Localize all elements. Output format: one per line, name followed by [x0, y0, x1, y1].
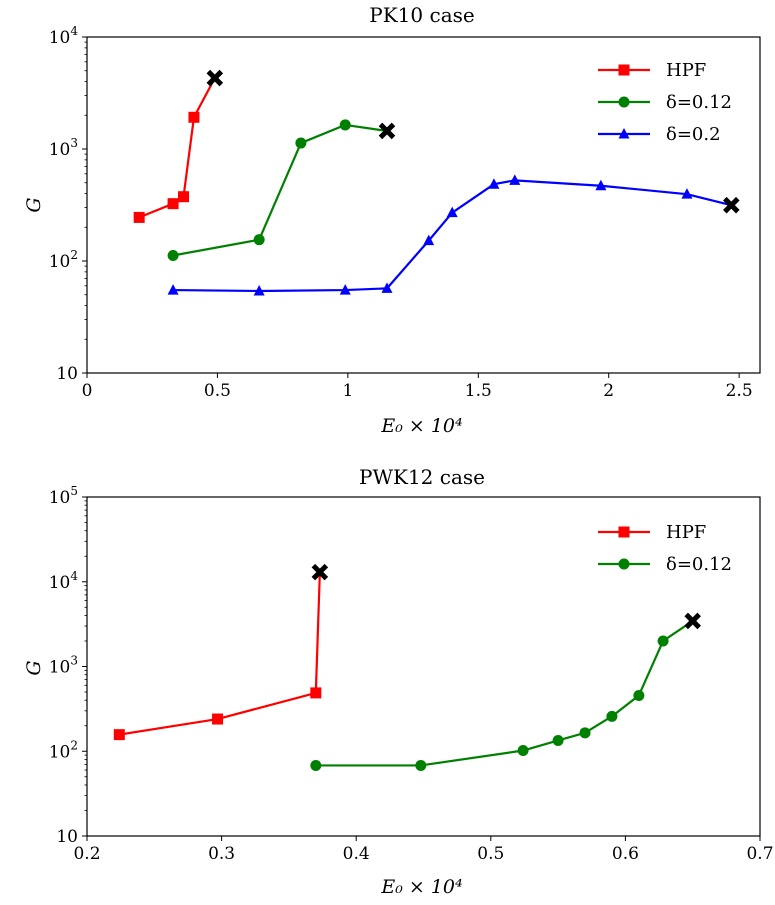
chart-title: PWK12 case	[359, 465, 485, 489]
circle-marker	[657, 635, 669, 647]
circle-marker	[253, 234, 265, 246]
x-tick-label: 1	[342, 381, 353, 401]
legend-label: δ=0.12	[666, 554, 732, 575]
series-line	[119, 572, 321, 736]
x-tick-label: 0.3	[208, 844, 235, 864]
x-axis-label: E₀ × 10⁴	[380, 415, 462, 437]
chart-title: PK10 case	[369, 3, 474, 27]
series-1	[133, 69, 224, 223]
axes-frame	[86, 36, 761, 374]
pk10-chart: PK10 case 0 0.5 1 1.5 2 2.5 10 102 103 104 HPF δ=0.…	[23, 3, 761, 437]
circle-marker	[339, 119, 351, 131]
triangle-marker	[488, 178, 500, 189]
plot-area: 0.2 0.3 0.4 0.5 0.6 0.7 10 102 103 104 105 HPF δ=0.1…	[49, 484, 774, 864]
triangle-marker	[446, 206, 458, 218]
x-tick-label: 0.5	[204, 381, 231, 401]
triangle-marker	[167, 284, 179, 295]
x-tick-label: 2.5	[726, 381, 753, 401]
circle-marker	[633, 689, 645, 701]
square-marker	[133, 211, 145, 223]
plot-area: 0 0.5 1 1.5 2 2.5 10 102 103 104 HPF δ=0.12 δ=0.2	[49, 24, 761, 401]
y-tick-label: 102	[49, 248, 78, 272]
triangle-marker	[509, 174, 521, 185]
x-end-marker	[206, 69, 224, 87]
legend-label: HPF	[666, 522, 706, 543]
circle-marker	[606, 710, 618, 722]
y-tick-label: 10	[56, 827, 78, 847]
square-marker	[113, 729, 125, 741]
circle-marker	[618, 96, 630, 108]
triangle-marker	[595, 179, 607, 191]
square-marker	[178, 191, 190, 203]
x-tick-label: 0.6	[612, 844, 639, 864]
x-axis-label: E₀ × 10⁴	[380, 876, 462, 898]
x-tick-label: 0.7	[746, 844, 773, 864]
x-end-marker	[723, 196, 740, 214]
x-tick-label: 2	[603, 381, 614, 401]
circle-marker	[310, 759, 322, 771]
square-marker	[618, 526, 630, 538]
triangle-marker	[423, 234, 435, 246]
legend-label: δ=0.12	[666, 92, 732, 113]
x-tick-label: 0.2	[73, 844, 100, 864]
square-marker	[188, 111, 200, 123]
y-tick-label: 104	[49, 569, 79, 593]
series-line	[172, 123, 388, 257]
square-marker	[167, 198, 179, 210]
series-2	[167, 119, 396, 261]
x-tick-label: 1.5	[465, 381, 492, 401]
x-end-marker	[311, 563, 329, 581]
y-tick-label: 10	[56, 364, 78, 384]
legend-label: δ=0.2	[666, 124, 721, 145]
circle-marker	[552, 734, 564, 746]
y-axis-label: G	[23, 660, 45, 675]
y-axis-label: G	[23, 197, 45, 212]
circle-marker	[295, 137, 307, 149]
series-2	[310, 612, 701, 771]
y-tick-label: 104	[49, 24, 79, 48]
x-tick-label: 0	[82, 381, 93, 401]
square-marker	[212, 713, 224, 725]
circle-marker	[167, 249, 179, 261]
square-marker	[618, 64, 630, 76]
y-tick-label: 103	[49, 654, 78, 678]
y-tick-label: 102	[49, 738, 78, 762]
circle-marker	[579, 727, 591, 739]
triangle-marker	[253, 284, 265, 296]
x-tick-label: 0.5	[477, 844, 504, 864]
x-end-marker	[378, 122, 396, 140]
legend-label: HPF	[666, 60, 706, 81]
legend: HPF δ=0.12 δ=0.2	[598, 60, 732, 145]
y-tick-label: 103	[49, 136, 78, 160]
x-tick-label: 0.4	[343, 844, 370, 864]
x-end-marker	[684, 612, 701, 630]
triangle-marker	[381, 282, 393, 293]
pwk12-chart: PWK12 case 0.2 0.3 0.4 0.5 0.6 0.7 10 102 103 104…	[23, 465, 774, 898]
triangle-marker	[681, 188, 693, 199]
triangle-marker	[339, 284, 351, 295]
legend: HPF δ=0.12	[598, 522, 732, 575]
series-line	[138, 77, 216, 219]
series-1	[113, 563, 329, 741]
square-marker	[310, 687, 322, 699]
axes-frame	[86, 496, 761, 837]
series-3	[167, 174, 740, 296]
y-tick-label: 105	[49, 484, 78, 508]
triangle-marker	[618, 128, 630, 139]
circle-marker	[618, 558, 630, 570]
circle-marker	[517, 745, 529, 757]
circle-marker	[415, 759, 427, 771]
